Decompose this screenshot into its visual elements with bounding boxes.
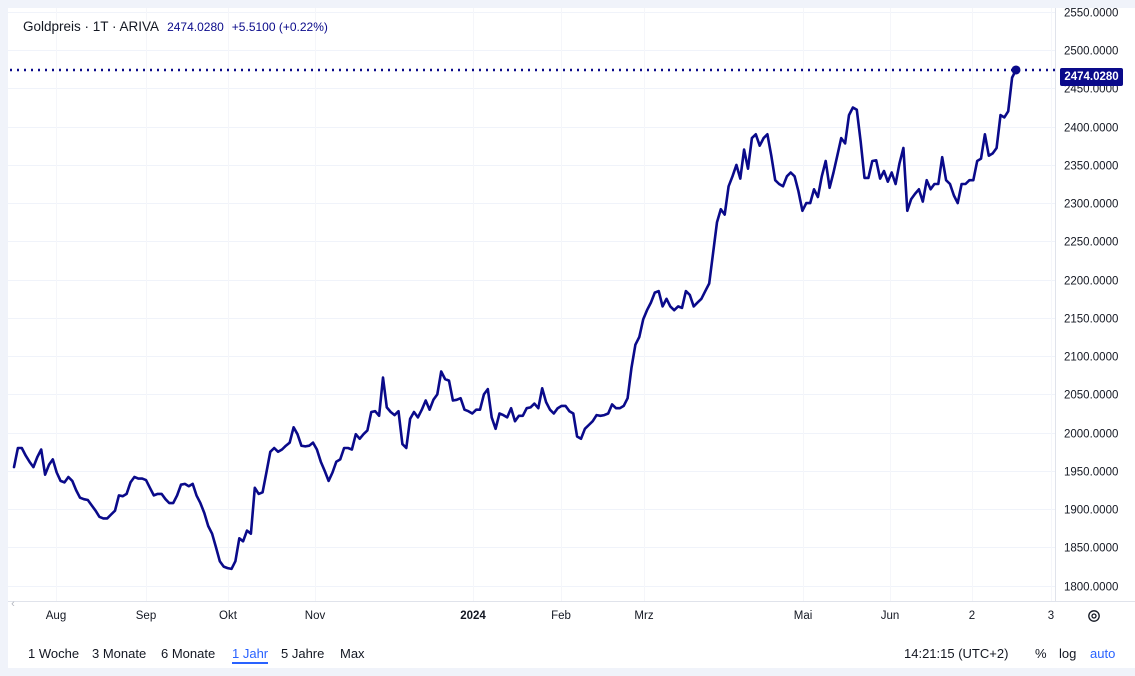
y-tick-label: 2350.0000 bbox=[1064, 161, 1118, 173]
log-toggle[interactable]: log bbox=[1059, 646, 1077, 661]
clock: 14:21:15 (UTC+2) bbox=[904, 646, 1009, 661]
y-tick-label: 2050.0000 bbox=[1064, 390, 1118, 402]
change-value: +5.5100 (+0.22%) bbox=[231, 20, 328, 34]
y-tick-label: 2000.0000 bbox=[1064, 429, 1118, 441]
price-line bbox=[12, 68, 1018, 571]
y-tick-label: 2550.0000 bbox=[1064, 8, 1118, 20]
y-tick-label: 2150.0000 bbox=[1064, 314, 1118, 326]
last-price-tag: 2474.0280 bbox=[1060, 68, 1123, 86]
y-tick-label: 2300.0000 bbox=[1064, 199, 1118, 211]
x-tick-label: Sep bbox=[136, 610, 156, 622]
range-1-week[interactable]: 1 Woche bbox=[28, 646, 80, 661]
y-tick-label: 1800.0000 bbox=[1064, 582, 1118, 594]
x-tick-label: 2024 bbox=[460, 610, 486, 622]
x-tick-label: Jun bbox=[881, 610, 900, 622]
x-tick-label: Aug bbox=[46, 610, 66, 622]
range-3-months[interactable]: 3 Monate bbox=[92, 646, 147, 661]
range-6-months[interactable]: 6 Monate bbox=[161, 646, 216, 661]
range-max[interactable]: Max bbox=[340, 646, 365, 661]
symbol-label: Goldpreis · 1T · ARIVA bbox=[23, 19, 160, 34]
x-tick-label: Mrz bbox=[634, 610, 653, 622]
auto-toggle[interactable]: auto bbox=[1090, 646, 1116, 661]
y-tick-label: 2200.0000 bbox=[1064, 276, 1118, 288]
y-tick-label: 1950.0000 bbox=[1064, 467, 1118, 479]
chart-legend: Goldpreis · 1T · ARIVA 2474.0280 +5.5100… bbox=[23, 19, 328, 37]
y-tick-label: 2100.0000 bbox=[1064, 352, 1118, 364]
percent-toggle[interactable]: % bbox=[1035, 646, 1047, 661]
bottom-toolbar: 1 Woche 3 Monate 6 Monate 1 Jahr 5 Jahre… bbox=[8, 638, 1135, 668]
x-tick-label: Mai bbox=[794, 610, 813, 622]
chevron-left-icon[interactable]: ‹ bbox=[11, 598, 15, 610]
y-tick-label: 2500.0000 bbox=[1064, 46, 1118, 58]
x-tick-label: Nov bbox=[305, 610, 326, 622]
x-tick-label: 2 bbox=[969, 610, 975, 622]
x-tick-label: Feb bbox=[551, 610, 571, 622]
y-tick-label: 2250.0000 bbox=[1064, 237, 1118, 249]
gear-icon[interactable] bbox=[1086, 608, 1102, 624]
chart-frame: 1800.0000 1850.0000 1900.0000 1950.0000 2000… bbox=[8, 8, 1135, 668]
x-tick-label: 3 bbox=[1048, 610, 1054, 622]
y-tick-label: 1900.0000 bbox=[1064, 505, 1118, 517]
range-1-year[interactable]: 1 Jahr bbox=[232, 646, 269, 664]
plot-area[interactable]: 1800.0000 1850.0000 1900.0000 1950.0000 2000… bbox=[8, 8, 1135, 638]
y-tick-label: 2400.0000 bbox=[1064, 123, 1118, 135]
y-tick-label: 1850.0000 bbox=[1064, 543, 1118, 555]
x-tick-label: Okt bbox=[219, 610, 238, 622]
last-value: 2474.0280 bbox=[167, 20, 224, 34]
range-5-years[interactable]: 5 Jahre bbox=[281, 646, 325, 661]
last-point bbox=[1011, 65, 1021, 75]
y-tick-label: 2450.0000 bbox=[1064, 84, 1118, 96]
